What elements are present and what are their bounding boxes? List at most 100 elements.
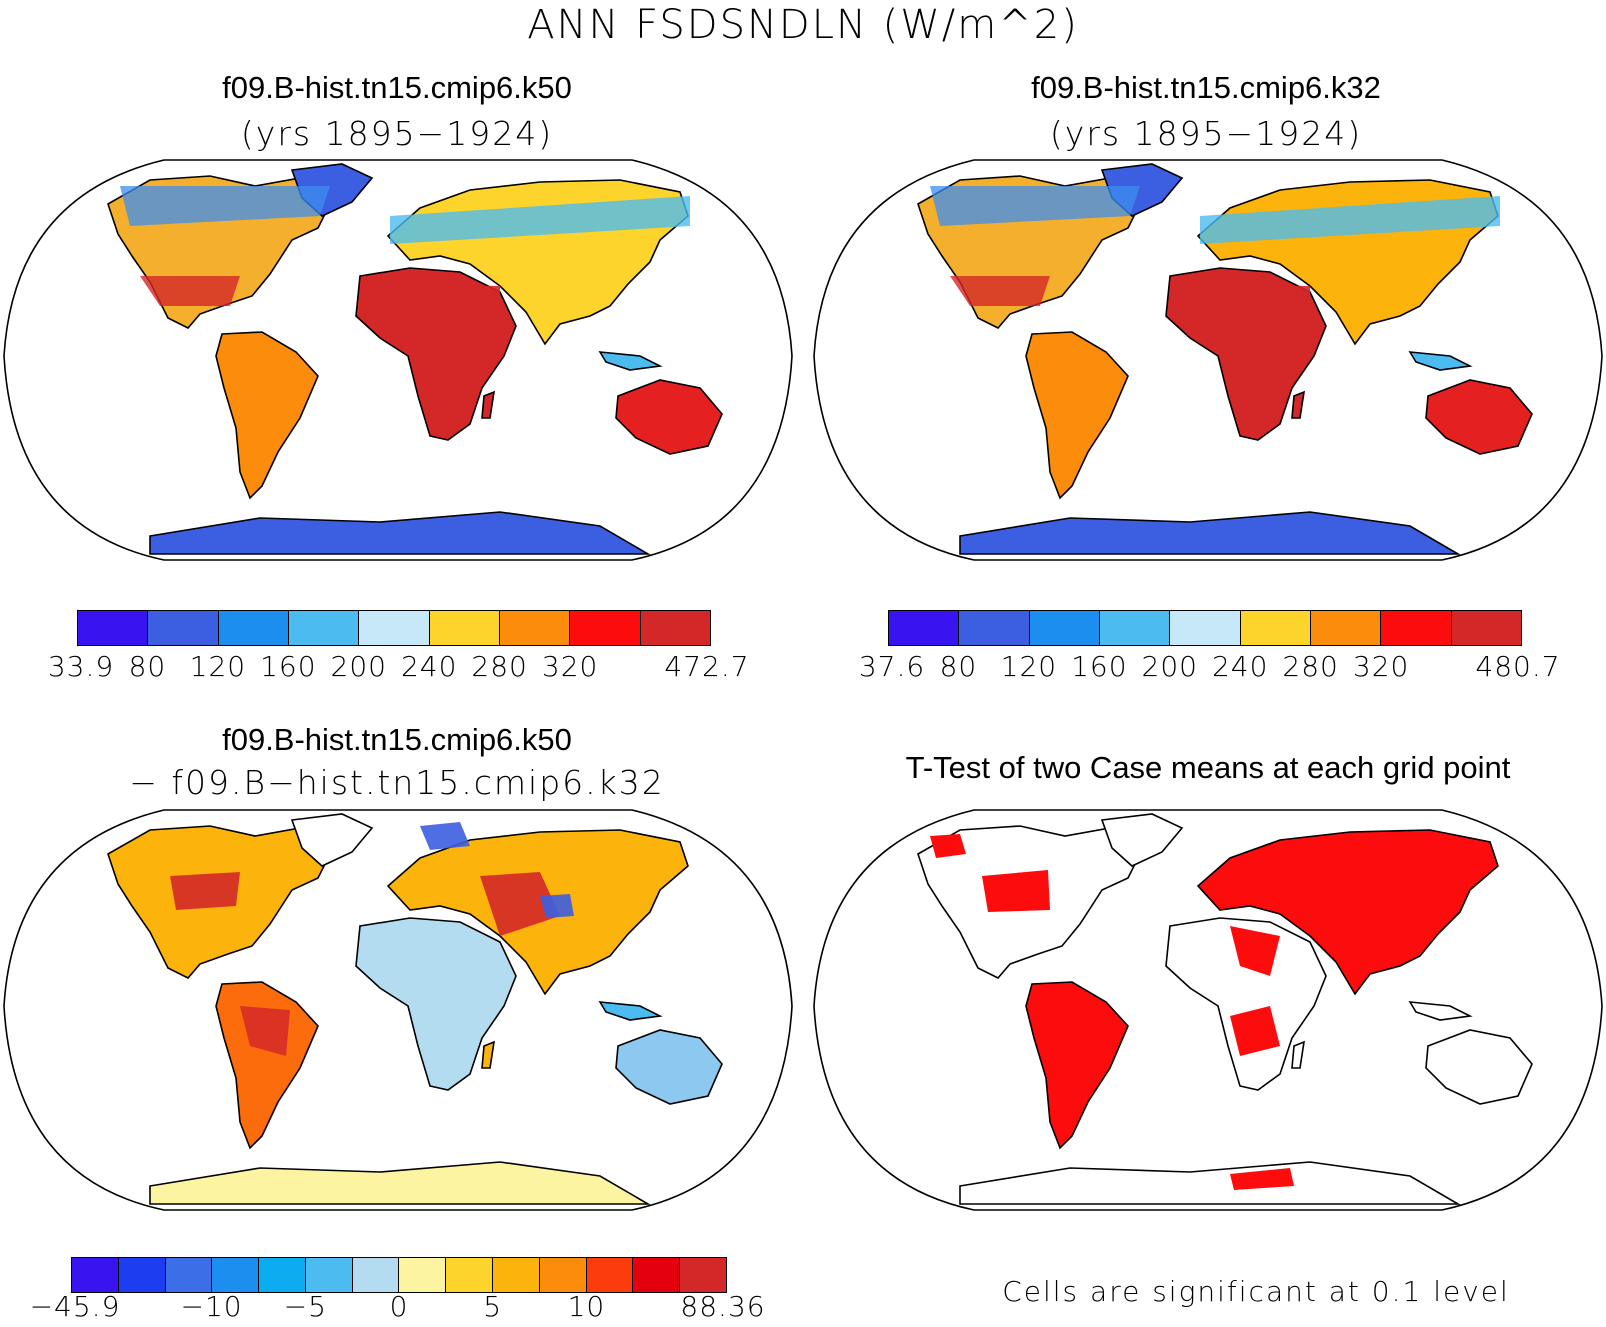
colorbar-swatch [889,611,960,645]
continent-europeAsia [1196,829,1499,996]
colorbar-swatch [165,1258,213,1292]
continent-indonesia [1408,351,1473,371]
colorbar-swatch [72,1258,119,1292]
continent-indonesia [1408,1001,1473,1021]
field-patch [540,894,574,918]
colorbar-tick-label: 0 [389,1290,409,1323]
continent-indonesia [598,351,663,371]
colorbar-tick-label: 200 [1141,650,1198,683]
colorbar-swatch [1029,611,1100,645]
colorbar-swatch [78,611,149,645]
colorbar-tick-label: 280 [1282,650,1339,683]
field-patch [120,186,330,226]
field-patch [982,870,1050,912]
continent-greenland [290,813,374,867]
field-patch [930,186,1140,226]
map-bottom-left [3,809,793,1211]
map-top-left [3,159,793,561]
panel-title-bottom-right: T-Test of two Case means at each grid po… [905,750,1511,785]
colorbar-tick-label: 80 [128,650,167,683]
colorbar-tick-label: −45.9 [29,1290,121,1323]
field-patch [1200,196,1500,244]
continent-australia [1425,379,1533,455]
colorbar-tick-label: 160 [1071,650,1128,683]
colorbar-swatch [1099,611,1171,645]
map-border [813,159,1603,561]
colorbar-swatch [446,1258,494,1292]
colorbar-tick-label: 160 [260,650,317,683]
colorbar-tick-label: 120 [1000,650,1058,683]
colorbar-bottom-left [71,1257,727,1293]
colorbar-top-right [888,610,1522,646]
map-bottom-right [813,809,1603,1211]
colorbar-swatch [305,1258,353,1292]
colorbar-swatch [148,611,219,645]
continent-australia [615,1029,723,1105]
colorbar-swatch [633,1258,681,1292]
map-border [3,809,793,1211]
colorbar-tick-label: 200 [330,650,387,683]
colorbar-top-left [77,610,711,646]
colorbar-tick-label: 480.7 [1475,650,1561,683]
continent-greenland [1100,813,1184,867]
continent-southAmerica [215,331,319,500]
colorbar-swatch [959,611,1030,645]
colorbar-swatch [1310,611,1382,645]
continent-africa [355,917,517,1091]
continent-australia [615,379,723,455]
colorbar-swatch [212,1258,260,1292]
field-patch [1230,1006,1280,1056]
colorbar-tick-label: 33.9 [47,650,115,683]
colorbar-swatch [1451,611,1521,645]
colorbar-swatch [352,1258,400,1292]
significance-footnote: Cells are significant at 0.1 level [1002,1275,1510,1308]
continent-madagascar [1291,390,1306,419]
continent-madagascar [481,390,496,419]
colorbar-tick-label: 80 [939,650,978,683]
continent-antarctica [149,511,651,555]
field-patch [1230,1168,1294,1190]
field-patch [1230,926,1280,976]
continent-antarctica [959,1161,1461,1205]
colorbar-tick-label: −5 [283,1290,327,1323]
panel-title-top-left: f09.B-hist.tn15.cmip6.k50 [222,70,572,105]
colorbar-swatch [359,611,430,645]
map-border [813,809,1603,1211]
colorbar-swatch [680,1258,726,1292]
map-content [917,813,1533,1205]
field-patch [930,834,966,858]
colorbar-swatch [586,1258,634,1292]
field-patch [170,872,240,910]
colorbar-swatch [288,611,360,645]
colorbar-tick-label: 472.7 [664,650,750,683]
continent-antarctica [959,511,1461,555]
continent-australia [1425,1029,1533,1105]
continent-madagascar [481,1040,496,1069]
continent-southAmerica [1025,981,1129,1150]
continent-antarctica [149,1161,651,1205]
panel-subtitle-top-left: (yrs 1895−1924) [240,114,554,153]
colorbar-tick-label: 5 [483,1290,503,1323]
continent-madagascar [1291,1040,1306,1069]
colorbar-tick-label: 280 [471,650,528,683]
field-patch [1180,284,1310,326]
colorbar-swatch [429,611,500,645]
colorbar-swatch [259,1258,306,1292]
colorbar-swatch [640,611,710,645]
field-patch [370,284,500,326]
colorbar-swatch [399,1258,447,1292]
field-patch [950,276,1050,306]
colorbar-tick-label: 320 [1352,650,1410,683]
field-patch [390,196,690,244]
colorbar-tick-label: −10 [180,1290,243,1323]
continent-southAmerica [215,981,319,1150]
colorbar-tick-label: 240 [1211,650,1269,683]
colorbar-tick-label: 88.36 [680,1290,766,1323]
colorbar-tick-label: 10 [567,1290,606,1323]
map-border [3,159,793,561]
map-content [107,163,723,555]
field-patch [420,822,470,850]
continent-indonesia [598,1001,663,1021]
colorbar-tick-label: 120 [189,650,247,683]
colorbar-swatch [118,1258,166,1292]
